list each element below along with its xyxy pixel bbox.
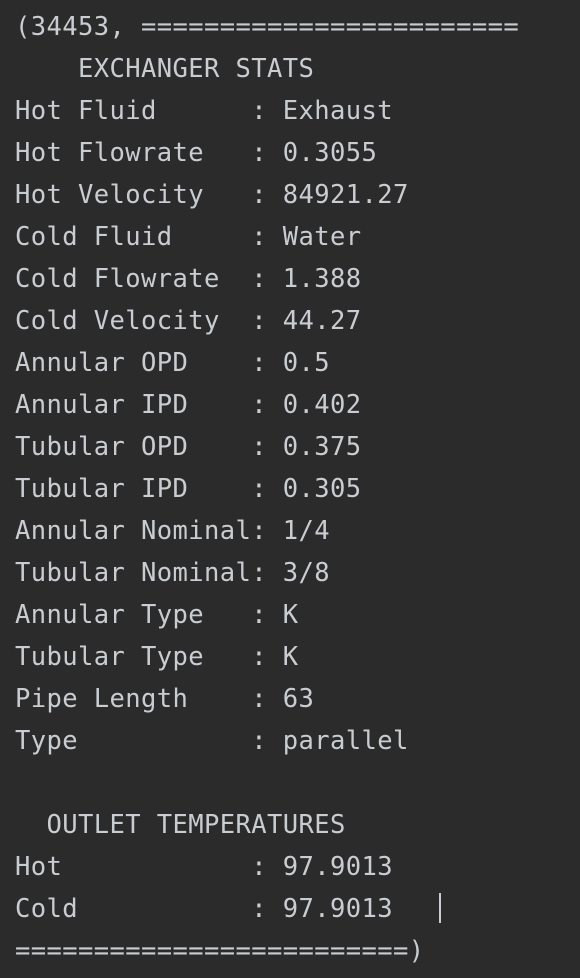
console-line-close: =========================) [15, 936, 425, 966]
console-line-annular-type: Annular Type : K [15, 600, 299, 630]
console-line-cold-temperature-row: Cold : 97.9013 [15, 888, 580, 930]
console-line-type: Type : parallel [15, 726, 409, 756]
console-line-cold-velocity: Cold Velocity : 44.27 [15, 306, 362, 336]
console-line-annular-nominal: Annular Nominal: 1/4 [15, 516, 331, 546]
console-line-tubular-nominal: Tubular Nominal: 3/8 [15, 558, 331, 588]
console-line-tubular-ipd: Tubular IPD : 0.305 [15, 474, 362, 504]
console-line-outlet-temperatures-heading: OUTLET TEMPERATURES [15, 810, 346, 840]
console-line-hot-flowrate: Hot Flowrate : 0.3055 [15, 138, 378, 168]
console-line-hot-fluid: Hot Fluid : Exhaust [15, 96, 394, 126]
console-line-annular-ipd: Annular IPD : 0.402 [15, 390, 362, 420]
console-line-hot-velocity: Hot Velocity : 84921.27 [15, 180, 409, 210]
console-line-cold-flowrate: Cold Flowrate : 1.388 [15, 264, 362, 294]
console-line-annular-opd: Annular OPD : 0.5 [15, 348, 331, 378]
console-line-cold-fluid: Cold Fluid : Water [15, 222, 362, 252]
console-line-hot-temperature: Hot : 97.9013 [15, 852, 394, 882]
console-line-pipe-length: Pipe Length : 63 [15, 684, 315, 714]
text-caret [439, 893, 442, 923]
console-line-exchanger-stats-heading: EXCHANGER STATS [15, 54, 315, 84]
console-line-open: (34453, ======================== [15, 12, 520, 42]
console-line-blank [15, 762, 580, 804]
console-line-tubular-opd: Tubular OPD : 0.375 [15, 432, 362, 462]
console-line-tubular-type: Tubular Type : K [15, 642, 299, 672]
console-line-cold-temperature: Cold : 97.9013 [15, 894, 394, 924]
